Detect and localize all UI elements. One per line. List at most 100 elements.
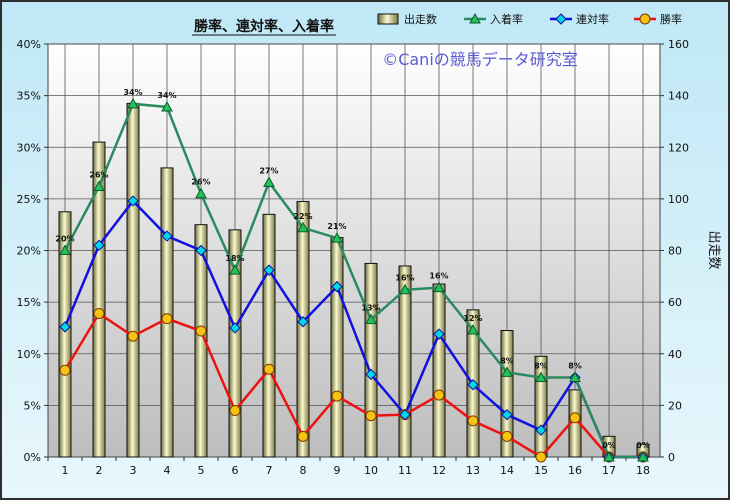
marker-連対率-3 (127, 195, 139, 207)
marker-勝率-13 (467, 415, 479, 427)
x-tick-label: 5 (198, 464, 205, 477)
marker-入着率-1 (59, 244, 71, 255)
x-tick-label: 3 (130, 464, 137, 477)
legend-swatch-bar (377, 13, 399, 25)
bar-runners-5 (194, 224, 208, 458)
left-tick-label: 35% (17, 90, 41, 103)
chart-title: 勝率、連対率、入着率 (194, 18, 334, 35)
data-label-16: 8% (568, 361, 582, 370)
x-tick-label: 11 (398, 464, 412, 477)
marker-連対率-7 (263, 264, 275, 276)
marker-入着率-7 (263, 176, 275, 187)
marker-連対率-10 (365, 368, 377, 381)
marker-連対率-9 (331, 280, 343, 293)
bar-runners-15 (534, 355, 548, 458)
x-tick-label: 16 (568, 464, 582, 477)
right-axis-label: 出走数 (706, 230, 721, 269)
x-tick-label: 2 (96, 464, 103, 477)
data-label-10: 13% (361, 304, 380, 313)
x-tick-label: 6 (232, 464, 239, 477)
marker-入着率-5 (195, 187, 207, 199)
marker-勝率-2 (93, 307, 105, 319)
marker-勝率-9 (331, 390, 343, 402)
bar-runners-7 (262, 213, 276, 458)
marker-入着率-9 (331, 232, 343, 243)
data-label-11: 16% (395, 274, 414, 283)
right-tick-label: 100 (668, 193, 689, 206)
bar-runners-2 (92, 141, 106, 458)
marker-勝率-16 (569, 412, 581, 424)
data-label-6: 18% (225, 254, 244, 263)
left-tick-label: 20% (17, 245, 41, 258)
x-tick-label: 14 (500, 464, 514, 477)
marker-連対率-8 (297, 316, 309, 328)
marker-入着率-11 (399, 283, 411, 295)
bar-runners-14 (500, 330, 514, 458)
data-label-2: 26% (89, 170, 108, 179)
x-tick-label: 15 (534, 464, 548, 477)
data-label-18: 0% (636, 441, 650, 450)
marker-入着率-3 (127, 97, 139, 109)
marker-連対率-4 (161, 230, 173, 242)
marker-勝率-14 (501, 430, 513, 442)
data-label-8: 22% (293, 212, 312, 221)
bar-runners-12 (432, 283, 446, 458)
left-tick-label: 15% (17, 296, 41, 309)
data-label-3: 34% (123, 88, 142, 97)
marker-勝率-8 (297, 430, 309, 442)
watermark-text: ©Caniの競馬データ研究室 (382, 50, 578, 69)
x-tick-label: 7 (266, 464, 273, 477)
data-label-7: 27% (259, 166, 278, 175)
marker-入着率-13 (467, 323, 479, 335)
data-label-15: 8% (534, 361, 548, 370)
data-label-1: 20% (55, 235, 74, 244)
x-tick-label: 13 (466, 464, 480, 477)
marker-入着率-16 (569, 371, 581, 382)
legend-label: 入着率 (490, 12, 523, 26)
marker-入着率-2 (93, 180, 105, 191)
line-連対率 (63, 199, 643, 459)
right-tick-label: 80 (668, 245, 682, 258)
x-tick-label: 8 (300, 464, 307, 477)
marker-連対率-15 (535, 424, 547, 436)
legend-swatch-marker (639, 13, 651, 25)
left-tick-label: 5% (24, 399, 41, 412)
data-label-13: 12% (463, 314, 482, 323)
marker-入着率-8 (297, 221, 309, 233)
legend-swatch-marker (555, 13, 567, 25)
bar-runners-1 (58, 211, 72, 458)
right-tick-label: 140 (668, 90, 689, 103)
x-tick-label: 17 (602, 464, 616, 477)
right-tick-label: 120 (668, 141, 689, 154)
marker-勝率-10 (365, 410, 377, 422)
marker-勝率-15 (535, 451, 547, 463)
left-tick-label: 25% (17, 193, 41, 206)
marker-連対率-11 (399, 408, 411, 421)
x-tick-label: 18 (636, 464, 650, 477)
marker-入着率-17 (603, 450, 615, 462)
line-入着率 (63, 102, 643, 459)
right-tick-label: 60 (668, 296, 682, 309)
right-tick-label: 0 (668, 451, 675, 464)
line-勝率 (63, 311, 643, 459)
bar-runners-4 (160, 167, 174, 458)
marker-勝率-12 (433, 389, 445, 401)
marker-連対率-12 (433, 328, 445, 340)
marker-入着率-18 (637, 450, 649, 462)
right-tick-label: 160 (668, 38, 689, 51)
data-label-12: 16% (429, 272, 448, 281)
data-label-5: 26% (191, 178, 210, 187)
marker-連対率-6 (229, 322, 241, 334)
left-tick-label: 30% (17, 141, 41, 154)
legend-swatch-marker (469, 12, 481, 24)
marker-連対率-1 (59, 321, 71, 333)
marker-勝率-7 (263, 363, 275, 375)
marker-入着率-4 (161, 100, 173, 112)
data-label-4: 34% (157, 91, 176, 100)
marker-勝率-1 (59, 364, 71, 376)
left-tick-label: 0% (24, 451, 41, 464)
left-tick-label: 10% (17, 348, 41, 361)
right-tick-label: 20 (668, 399, 682, 412)
